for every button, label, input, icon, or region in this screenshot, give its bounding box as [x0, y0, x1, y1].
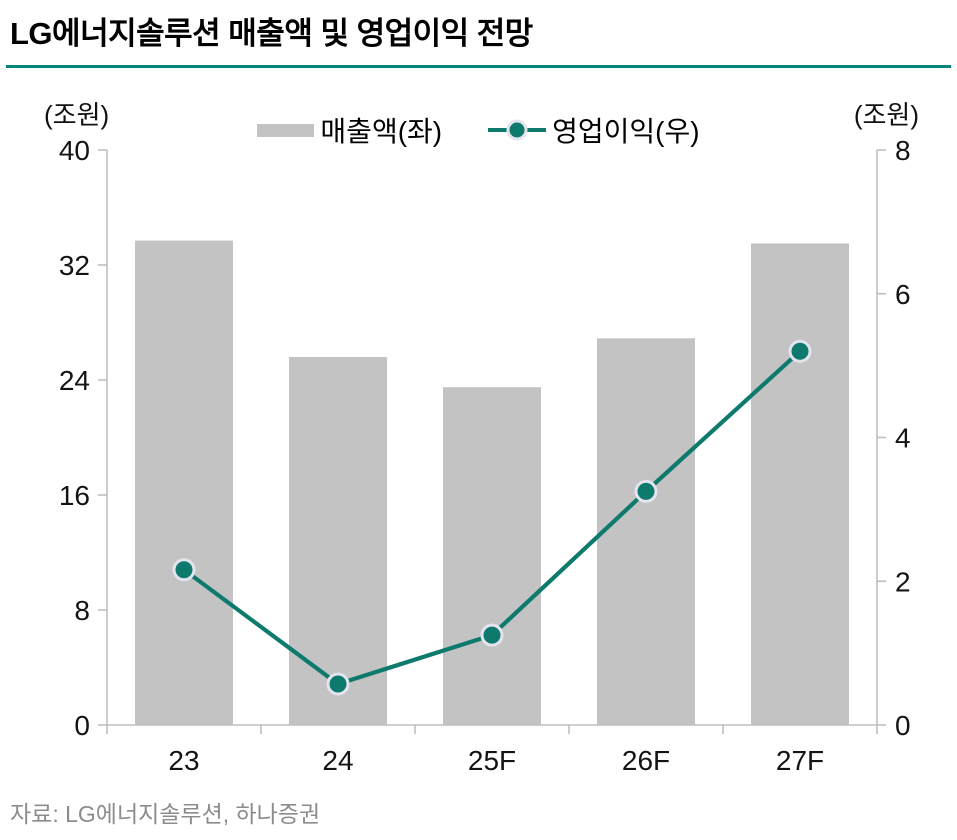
left-axis-tick-label: 8	[74, 595, 90, 626]
x-axis-category-label: 23	[168, 745, 199, 776]
left-axis-tick-label: 40	[59, 135, 90, 166]
chart-title: LG에너지솔루션 매출액 및 영업이익 전망	[10, 16, 533, 51]
x-axis-category-label: 27F	[776, 745, 824, 776]
profit-data-marker	[634, 479, 658, 503]
x-axis-category-label: 25F	[468, 745, 516, 776]
revenue-bar	[597, 338, 695, 725]
chart-legend: 매출액(좌) 영업이익(우)	[0, 110, 957, 150]
profit-data-marker	[788, 339, 812, 363]
legend-item-revenue: 매출액(좌)	[257, 110, 442, 150]
revenue-bar-swatch-icon	[257, 123, 315, 137]
revenue-bar	[289, 357, 387, 725]
left-axis-tick-label: 0	[74, 710, 90, 741]
title-underline	[6, 65, 951, 68]
revenue-bar	[751, 243, 849, 725]
profit-data-marker	[480, 623, 504, 647]
right-axis-tick-label: 4	[895, 423, 911, 454]
legend-label-operating-profit: 영업이익(우)	[552, 116, 700, 147]
right-axis-tick-label: 6	[895, 279, 911, 310]
source-note: 자료: LG에너지솔루션, 하나증권	[10, 801, 321, 827]
left-axis-tick-label: 16	[59, 480, 90, 511]
revenue-bar	[443, 387, 541, 725]
profit-line-swatch-icon	[488, 119, 547, 141]
profit-data-marker	[172, 558, 196, 582]
right-axis-unit-label: (조원)	[853, 100, 919, 130]
legend-label-revenue: 매출액(좌)	[320, 116, 443, 147]
profit-marker-icon	[506, 119, 528, 141]
profit-data-marker	[326, 672, 350, 696]
right-axis-tick-label: 0	[895, 710, 911, 741]
left-axis-unit-label: (조원)	[44, 100, 110, 130]
left-axis-tick-label: 32	[59, 250, 90, 281]
legend-item-operating-profit: 영업이익(우)	[488, 110, 700, 150]
left-axis-tick-label: 24	[59, 365, 90, 396]
x-axis-category-label: 24	[322, 745, 353, 776]
revenue-bar	[135, 240, 233, 725]
x-axis-category-label: 26F	[622, 745, 670, 776]
right-axis-tick-label: 2	[895, 566, 911, 597]
right-axis-tick-label: 8	[895, 135, 911, 166]
